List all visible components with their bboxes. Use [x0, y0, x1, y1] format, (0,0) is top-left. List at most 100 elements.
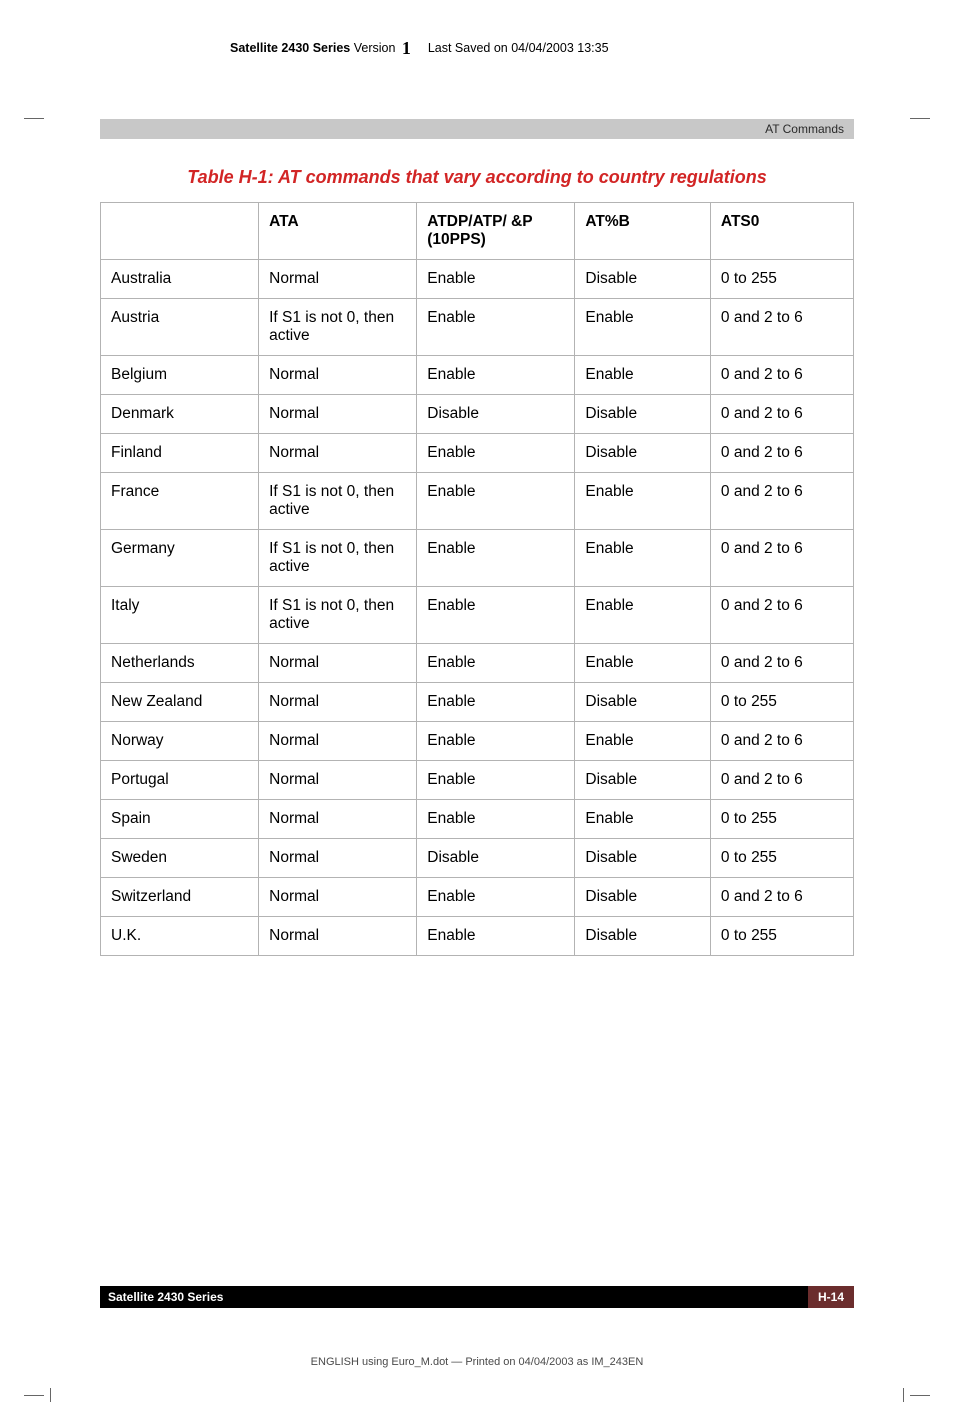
table-cell: If S1 is not 0, then active [259, 587, 417, 644]
table-cell: Normal [259, 644, 417, 683]
table-cell: 0 to 255 [710, 839, 853, 878]
table-cell: Austria [101, 299, 259, 356]
version-number: 1 [399, 38, 414, 58]
table-cell: Norway [101, 722, 259, 761]
table-cell: Italy [101, 587, 259, 644]
table-cell: Denmark [101, 395, 259, 434]
table-cell: 0 to 255 [710, 260, 853, 299]
table-cell: Disable [575, 761, 711, 800]
table-cell: Disable [417, 395, 575, 434]
table-row: AustraliaNormalEnableDisable0 to 255 [101, 260, 854, 299]
table-row: NetherlandsNormalEnableEnable0 and 2 to … [101, 644, 854, 683]
table-cell: Disable [575, 878, 711, 917]
col-header [101, 203, 259, 260]
table-row: GermanyIf S1 is not 0, then activeEnable… [101, 530, 854, 587]
table-cell: Enable [575, 644, 711, 683]
table-cell: Germany [101, 530, 259, 587]
table-cell: Enable [575, 356, 711, 395]
table-cell: Enable [575, 299, 711, 356]
table-cell: Normal [259, 800, 417, 839]
table-cell: Disable [575, 839, 711, 878]
table-row: FranceIf S1 is not 0, then activeEnableE… [101, 473, 854, 530]
table-cell: Enable [417, 683, 575, 722]
table-cell: Sweden [101, 839, 259, 878]
col-header: ATA [259, 203, 417, 260]
table-cell: 0 and 2 to 6 [710, 761, 853, 800]
table-cell: Enable [417, 644, 575, 683]
footer-left: Satellite 2430 Series [108, 1290, 223, 1304]
table-cell: Normal [259, 878, 417, 917]
table-cell: 0 to 255 [710, 683, 853, 722]
table-row: NorwayNormalEnableEnable0 and 2 to 6 [101, 722, 854, 761]
table-cell: Enable [417, 800, 575, 839]
table-cell: Enable [417, 530, 575, 587]
table-cell: Spain [101, 800, 259, 839]
table-cell: Normal [259, 839, 417, 878]
series-label: Satellite 2430 Series [230, 41, 350, 55]
table-cell: Disable [417, 839, 575, 878]
table-row: BelgiumNormalEnableEnable0 and 2 to 6 [101, 356, 854, 395]
table-cell: France [101, 473, 259, 530]
table-row: AustriaIf S1 is not 0, then activeEnable… [101, 299, 854, 356]
table-cell: U.K. [101, 917, 259, 956]
saved-label: Last Saved on 04/04/2003 13:35 [428, 41, 609, 55]
header-meta: Satellite 2430 Series Version 1 Last Sav… [100, 0, 854, 59]
table-cell: Switzerland [101, 878, 259, 917]
table-cell: 0 and 2 to 6 [710, 530, 853, 587]
table-row: PortugalNormalEnableDisable0 and 2 to 6 [101, 761, 854, 800]
table-cell: 0 and 2 to 6 [710, 587, 853, 644]
table-cell: 0 to 255 [710, 917, 853, 956]
table-cell: 0 and 2 to 6 [710, 395, 853, 434]
table-cell: Enable [575, 530, 711, 587]
table-cell: 0 and 2 to 6 [710, 434, 853, 473]
table-cell: 0 and 2 to 6 [710, 878, 853, 917]
table-cell: Enable [417, 878, 575, 917]
table-cell: Enable [575, 722, 711, 761]
table-cell: Normal [259, 722, 417, 761]
table-cell: Enable [417, 917, 575, 956]
table-cell: Enable [417, 260, 575, 299]
table-cell: Enable [575, 473, 711, 530]
col-header: ATDP/ATP/ &P (10PPS) [417, 203, 575, 260]
footer-bar: Satellite 2430 Series H-14 [100, 1286, 854, 1308]
table-cell: 0 to 255 [710, 800, 853, 839]
table-cell: Belgium [101, 356, 259, 395]
table-cell: If S1 is not 0, then active [259, 473, 417, 530]
table-row: SwedenNormalDisableDisable0 to 255 [101, 839, 854, 878]
table-cell: New Zealand [101, 683, 259, 722]
table-row: FinlandNormalEnableDisable0 and 2 to 6 [101, 434, 854, 473]
table-cell: Enable [417, 761, 575, 800]
table-cell: Enable [417, 722, 575, 761]
table-cell: Normal [259, 356, 417, 395]
table-cell: Normal [259, 761, 417, 800]
section-header-bar: AT Commands [100, 119, 854, 139]
table-cell: Disable [575, 434, 711, 473]
table-cell: If S1 is not 0, then active [259, 299, 417, 356]
table-header-row: ATA ATDP/ATP/ &P (10PPS) AT%B ATS0 [101, 203, 854, 260]
table-cell: Normal [259, 917, 417, 956]
table-caption: Table H-1: AT commands that vary accordi… [100, 167, 854, 188]
table-cell: Enable [417, 299, 575, 356]
table-cell: 0 and 2 to 6 [710, 473, 853, 530]
table-row: New ZealandNormalEnableDisable0 to 255 [101, 683, 854, 722]
table-row: DenmarkNormalDisableDisable0 and 2 to 6 [101, 395, 854, 434]
version-label: Version [354, 41, 396, 55]
table-cell: 0 and 2 to 6 [710, 356, 853, 395]
table-cell: Normal [259, 683, 417, 722]
col-header: ATS0 [710, 203, 853, 260]
table-cell: Portugal [101, 761, 259, 800]
table-cell: Australia [101, 260, 259, 299]
table-cell: 0 and 2 to 6 [710, 722, 853, 761]
table-cell: Enable [417, 587, 575, 644]
commands-table: ATA ATDP/ATP/ &P (10PPS) AT%B ATS0 Austr… [100, 202, 854, 956]
table-cell: If S1 is not 0, then active [259, 530, 417, 587]
table-cell: Finland [101, 434, 259, 473]
table-cell: Enable [417, 434, 575, 473]
print-meta: ENGLISH using Euro_M.dot — Printed on 04… [0, 1356, 954, 1368]
table-cell: Disable [575, 683, 711, 722]
table-cell: 0 and 2 to 6 [710, 644, 853, 683]
table-cell: Normal [259, 395, 417, 434]
table-cell: Disable [575, 395, 711, 434]
table-cell: Normal [259, 434, 417, 473]
table-cell: Enable [575, 800, 711, 839]
